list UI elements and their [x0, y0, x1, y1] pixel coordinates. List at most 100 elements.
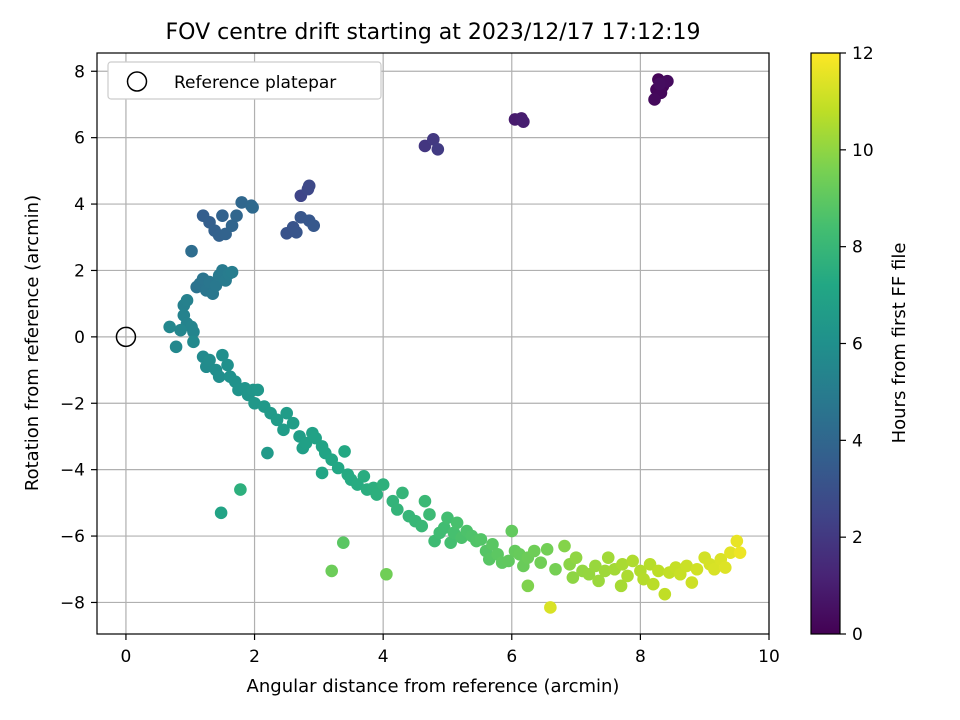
y-tick-label: 4: [74, 195, 85, 215]
data-point: [566, 571, 580, 584]
data-point: [680, 559, 693, 573]
data-point: [169, 340, 183, 354]
data-point: [261, 446, 274, 460]
data-point: [486, 538, 499, 551]
data-point: [380, 567, 393, 581]
data-point: [450, 516, 464, 530]
colorbar-tick-label: 8: [852, 238, 863, 258]
data-point: [270, 413, 284, 427]
data-point: [637, 572, 650, 586]
data-point: [621, 569, 634, 583]
scatter-points: [163, 73, 747, 614]
y-tick-label: −6: [60, 527, 85, 547]
data-point: [174, 323, 187, 337]
data-point: [376, 478, 390, 491]
axis-ticks: 0 2 4 6 8 10 −8 −6 −4 −2 0 2 4 6 8: [60, 62, 780, 667]
data-point: [418, 494, 432, 508]
data-point: [601, 551, 615, 564]
data-point: [730, 534, 744, 548]
data-point: [391, 503, 404, 516]
legend-marker-reference: [126, 71, 148, 92]
data-point: [626, 554, 639, 568]
reference-point-marker: [115, 326, 137, 348]
data-point: [592, 574, 605, 588]
colorbar-tick-label: 10: [852, 141, 874, 161]
legend: Reference platepar: [107, 61, 382, 100]
colorbar-label: Hours from first FF file: [889, 243, 910, 444]
data-point: [614, 579, 628, 593]
colorbar-tick-label: 4: [852, 431, 863, 451]
x-tick-label: 2: [249, 647, 260, 667]
data-point: [180, 294, 194, 307]
data-point: [505, 524, 519, 538]
data-point: [280, 406, 294, 420]
data-point: [209, 279, 223, 292]
data-point: [423, 508, 436, 521]
y-tick-label: 8: [74, 62, 85, 82]
y-axis-label: Rotation from reference (arcmin): [22, 195, 43, 491]
data-point: [415, 519, 429, 533]
data-point: [653, 77, 666, 91]
data-point: [187, 325, 200, 339]
x-tick-label: 8: [635, 647, 646, 667]
data-point: [474, 533, 488, 546]
data-point: [690, 562, 704, 576]
colorbar-tick-label: 6: [852, 335, 863, 355]
colorbar-gradient: [810, 52, 841, 635]
data-point: [221, 358, 234, 372]
plot-frame: [96, 52, 770, 635]
x-tick-label: 10: [758, 647, 780, 667]
data-point: [558, 539, 571, 553]
data-point: [658, 587, 672, 601]
y-tick-label: 6: [74, 129, 85, 149]
colorbar: 0 2 4 6 8 10 12 Hours from first FF file: [810, 44, 910, 645]
x-axis-label: Angular distance from reference (arcmin): [247, 676, 620, 697]
data-point: [299, 436, 313, 450]
data-point: [544, 601, 557, 614]
data-point: [441, 511, 454, 525]
data-point: [521, 579, 535, 593]
data-point: [724, 546, 737, 559]
data-point: [616, 557, 629, 571]
data-point: [286, 416, 300, 430]
chart-title: FOV centre drift starting at 2023/12/17 …: [166, 20, 701, 45]
data-point: [733, 546, 747, 559]
data-point: [646, 577, 660, 591]
legend-label-reference: Reference platepar: [174, 73, 336, 93]
data-point: [331, 461, 345, 475]
data-point: [338, 445, 351, 458]
data-point: [598, 564, 612, 578]
x-tick-label: 0: [121, 647, 132, 667]
data-point: [517, 115, 530, 129]
data-point: [396, 486, 409, 500]
y-tick-label: −4: [60, 461, 85, 481]
data-point: [214, 506, 228, 520]
data-point: [235, 196, 248, 209]
data-point: [370, 488, 384, 501]
data-point: [534, 556, 548, 569]
data-point: [251, 383, 265, 397]
data-point: [246, 201, 259, 214]
data-point: [437, 521, 451, 535]
data-point: [277, 423, 290, 437]
colorbar-tick-label: 0: [852, 625, 863, 645]
data-point: [315, 466, 329, 480]
data-point: [718, 561, 732, 574]
data-point: [290, 225, 303, 239]
data-point: [185, 244, 198, 258]
data-point: [685, 576, 699, 589]
data-point: [203, 353, 216, 367]
data-point: [230, 209, 243, 222]
colorbar-ticks: 0 2 4 6 8 10 12: [840, 44, 874, 645]
data-point: [212, 370, 226, 384]
data-point: [225, 219, 239, 232]
data-point: [502, 554, 515, 568]
data-point: [248, 396, 261, 410]
colorbar-tick-label: 12: [852, 44, 874, 64]
data-point: [325, 564, 339, 578]
data-point: [302, 179, 316, 193]
data-point: [431, 142, 445, 156]
data-point: [216, 209, 229, 222]
data-point: [187, 335, 200, 349]
